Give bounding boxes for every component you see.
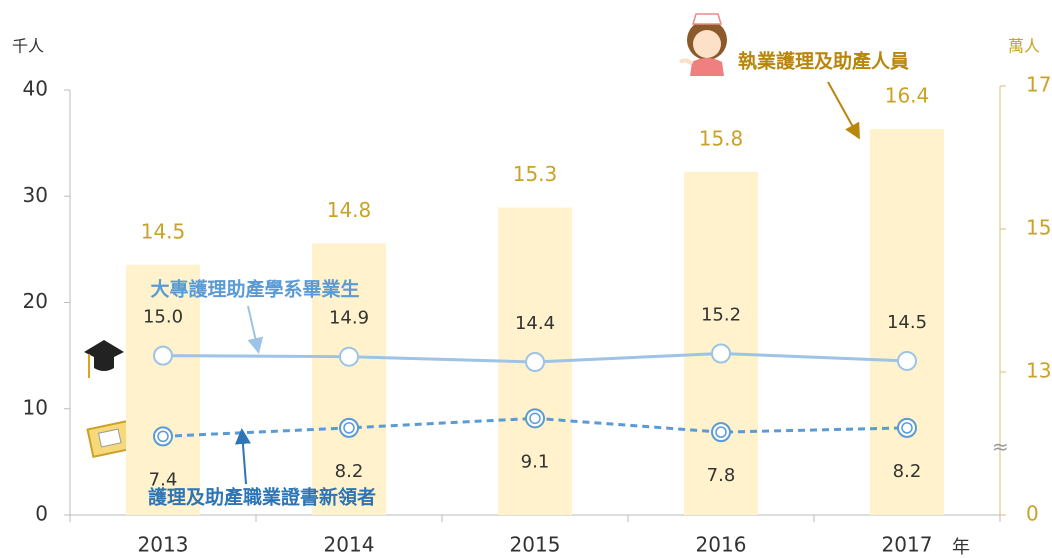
grad-cap-icon xyxy=(84,340,124,378)
annotation-arrow xyxy=(247,305,264,354)
point xyxy=(897,417,917,438)
point xyxy=(153,426,173,447)
point xyxy=(711,422,731,443)
annotation-arrow xyxy=(234,428,251,485)
point-inner xyxy=(901,422,913,434)
y-axis-label: 千人 xyxy=(12,37,44,56)
point-value-label: 7.8 xyxy=(707,465,736,486)
nurse-icon xyxy=(678,13,727,76)
x-tick-label: 2017 xyxy=(882,533,933,557)
point xyxy=(711,343,731,364)
point-inner xyxy=(157,430,169,443)
y-tick-label: 40 xyxy=(23,77,48,101)
point-value-label: 8.2 xyxy=(893,461,922,482)
point xyxy=(525,352,545,372)
y2-tick-label: 15 xyxy=(1026,216,1051,240)
point-value-label: 14.4 xyxy=(515,313,555,334)
x-tick-label: 2016 xyxy=(696,533,747,557)
bar-value-label: 16.4 xyxy=(885,83,930,107)
point-inner xyxy=(529,412,541,425)
annotation-arrow xyxy=(827,81,860,140)
point-inner xyxy=(343,422,355,434)
point xyxy=(525,408,545,429)
bar xyxy=(870,128,944,515)
y-tick-label: 10 xyxy=(23,395,48,419)
x-tick-label: 2014 xyxy=(324,533,375,557)
certificate-icon xyxy=(86,419,134,459)
bar xyxy=(126,264,200,515)
axis-break: ≈ xyxy=(992,435,1009,459)
y-tick-label: 30 xyxy=(23,183,48,207)
x-tick-label: 2015 xyxy=(510,533,561,557)
y-tick-label: 20 xyxy=(23,289,48,313)
y2-tick-label: 0 xyxy=(1026,502,1039,526)
bar-value-label: 15.8 xyxy=(699,126,744,150)
y2-tick-label: 17 xyxy=(1026,73,1051,97)
point-value-label: 15.2 xyxy=(701,305,741,326)
y2-axis-label: 萬人 xyxy=(1008,37,1040,56)
x-unit: 年 xyxy=(952,537,970,558)
series-name: 護理及助產職業證書新領者 xyxy=(148,486,376,509)
y2-tick-label: 13 xyxy=(1026,359,1051,383)
point xyxy=(897,350,917,371)
point-value-label: 9.1 xyxy=(521,451,550,472)
point-value-label: 14.5 xyxy=(887,312,927,333)
bar-value-label: 14.8 xyxy=(327,198,372,222)
y-tick-label: 0 xyxy=(35,502,48,526)
bar-value-label: 14.5 xyxy=(141,219,186,243)
point xyxy=(153,345,173,366)
point-value-label: 7.4 xyxy=(149,469,178,490)
x-tick-label: 2013 xyxy=(138,533,189,557)
series-name: 執業護理及助產人員 xyxy=(738,50,909,73)
point-value-label: 15.0 xyxy=(143,307,183,328)
point-value-label: 14.9 xyxy=(329,308,369,329)
series-name: 大專護理助產學系畢業生 xyxy=(150,278,359,301)
bar xyxy=(684,171,758,516)
point-inner xyxy=(715,426,727,438)
bar-value-label: 15.3 xyxy=(513,162,558,186)
bar xyxy=(312,243,386,516)
point xyxy=(339,346,359,367)
point-value-label: 8.2 xyxy=(335,461,364,482)
point xyxy=(339,417,359,438)
